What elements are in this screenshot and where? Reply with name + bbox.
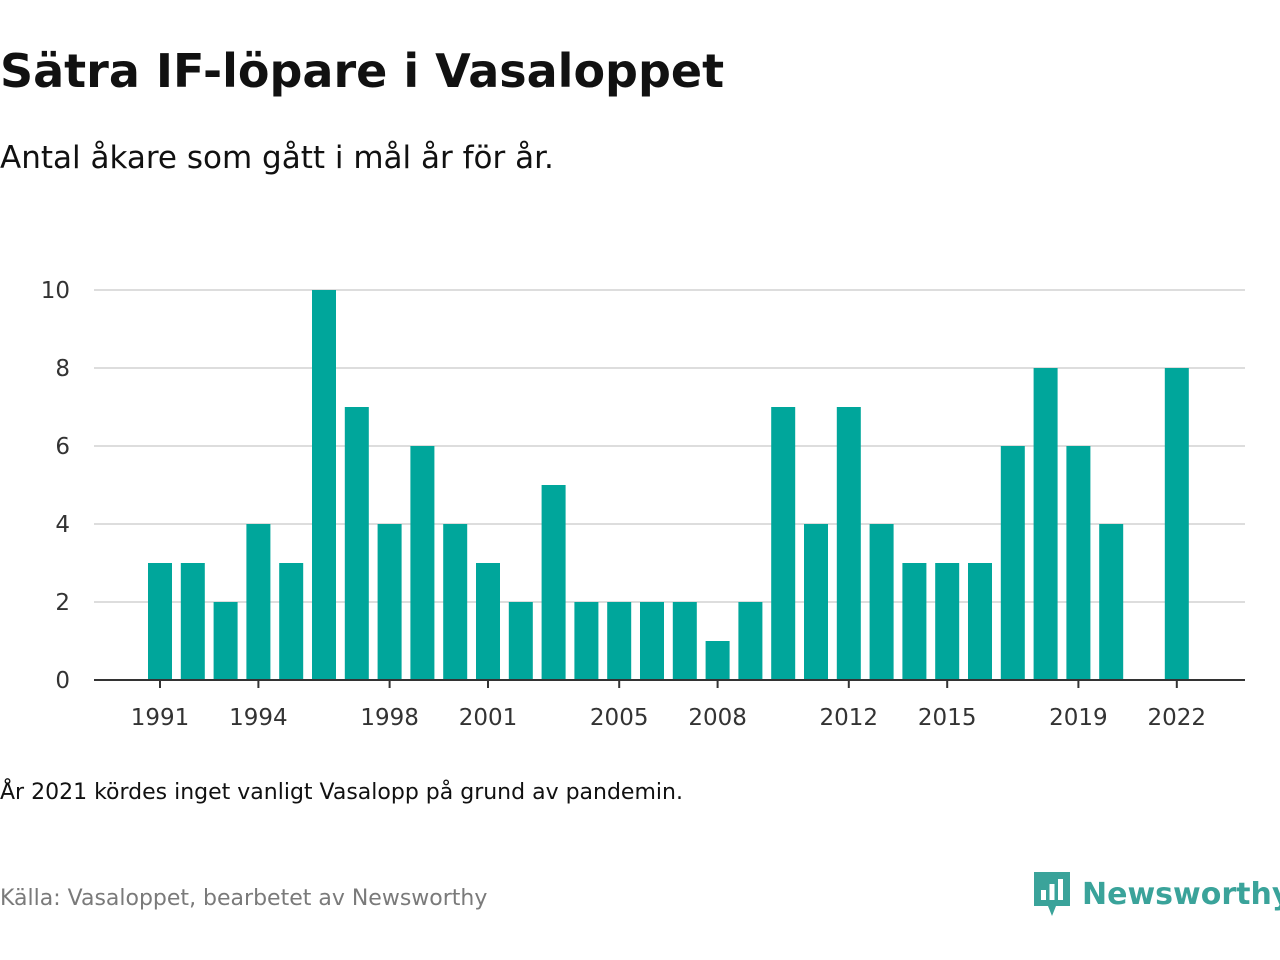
bar-2014 [902, 563, 927, 680]
bar-2020 [1099, 524, 1124, 680]
x-tick-label: 2015 [918, 705, 977, 731]
axes: 0 2 4 6 8 10 1991 1994 1998 2001 2005 2008 2012 2015 2… [41, 278, 1245, 731]
bar-chart: 0 2 4 6 8 10 1991 1994 1998 2001 2005 2008 2012 2015 2… [41, 278, 1245, 731]
bar-2013 [869, 524, 894, 680]
footnote: År 2021 kördes inget vanligt Vasalopp på… [0, 780, 683, 805]
bar-1996 [312, 290, 336, 680]
bar-2017 [1000, 446, 1025, 680]
x-tick-label: 2008 [688, 705, 747, 731]
bar-2022 [1164, 368, 1189, 680]
bar-1991 [148, 563, 172, 680]
brand-logo: Newsworthy [1032, 868, 1280, 920]
brand-name: Newsworthy [1082, 876, 1280, 912]
bar-2001 [476, 563, 500, 680]
y-tick-label: 8 [55, 356, 70, 382]
bar-2009 [738, 602, 763, 680]
bar-1998 [377, 524, 402, 680]
y-tick-label: 2 [55, 590, 70, 616]
y-tick-label: 10 [41, 278, 70, 304]
y-tick-label: 0 [55, 668, 70, 694]
bar-1997 [344, 407, 369, 680]
x-tick-label: 2012 [820, 705, 879, 731]
bar-1993 [213, 602, 238, 680]
x-tick-label: 2022 [1148, 705, 1207, 731]
bar-1992 [180, 563, 205, 680]
bar-2012 [836, 407, 861, 680]
bar-2008 [705, 641, 730, 680]
bar-2007 [672, 602, 697, 680]
x-tick-label: 2005 [590, 705, 649, 731]
bar-2002 [508, 602, 533, 680]
bar-2006 [640, 602, 664, 680]
newsworthy-logo-icon [1034, 872, 1070, 916]
bar-2004 [574, 602, 599, 680]
y-tick-label: 6 [55, 434, 70, 460]
x-tick-label: 1994 [229, 705, 288, 731]
bar-2011 [804, 524, 828, 680]
bar-2018 [1033, 368, 1058, 680]
bar-1999 [410, 446, 435, 680]
bar-2019 [1066, 446, 1091, 680]
bar-1994 [246, 524, 271, 680]
bar-2000 [443, 524, 468, 680]
bar-2010 [771, 407, 796, 680]
x-tick-label: 2019 [1049, 705, 1108, 731]
bars [148, 290, 1189, 680]
y-tick-label: 4 [55, 512, 70, 538]
chart-title: Sätra IF-löpare i Vasaloppet [0, 44, 725, 98]
bar-2003 [541, 485, 566, 680]
x-tick-label: 1991 [131, 705, 190, 731]
bar-2016 [968, 563, 992, 680]
bar-2005 [607, 602, 632, 680]
bar-2015 [935, 563, 960, 680]
source-credit: Källa: Vasaloppet, bearbetet av Newswort… [0, 886, 488, 911]
bar-1995 [279, 563, 304, 680]
chart-subtitle: Antal åkare som gått i mål år för år. [0, 140, 554, 176]
x-tick-label: 2001 [459, 705, 518, 731]
x-tick-label: 1998 [360, 705, 419, 731]
